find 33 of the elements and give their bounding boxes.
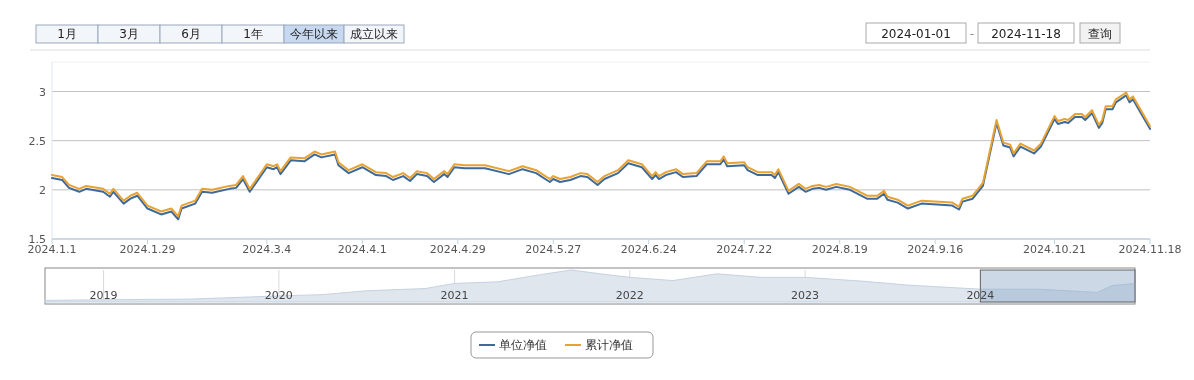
x-tick-label: 2024.1.1 (27, 243, 77, 256)
text: - (969, 27, 975, 41)
x-tick-label: 2024.1.29 (119, 243, 176, 256)
x-tick-label: 2023 (791, 289, 820, 302)
x-tick-label: 2024.8.19 (811, 243, 868, 256)
x-tick-label: 2021 (440, 289, 469, 302)
ytick: 2 (39, 183, 46, 197)
legend-label: 单位净值 (499, 338, 547, 352)
x-tick-label: 2024.4.1 (337, 243, 387, 256)
x-tick-label: 2024.3.4 (242, 243, 292, 256)
legend-label: 累计净值 (585, 338, 633, 352)
x-tick-label: 2024.6.24 (620, 243, 677, 256)
ytick: 1.5 (28, 233, 46, 246)
x-tick-label: 2024.9.16 (907, 243, 964, 256)
x-tick-label: 2024.4.29 (429, 243, 486, 256)
x-tick-label: 2024.7.22 (716, 243, 773, 256)
text: 6月 (181, 27, 201, 41)
ytick: 3 (39, 85, 46, 99)
text: 今年以来 (290, 27, 338, 41)
x-tick-label: 2020 (264, 289, 293, 302)
text: 成立以来 (350, 27, 398, 41)
text: 查询 (1088, 27, 1112, 41)
text: 2024-11-18 (991, 27, 1061, 41)
text: 3月 (119, 27, 139, 41)
x-tick-label: 2019 (89, 289, 118, 302)
text: 1年 (243, 27, 263, 41)
x-tick-label: 2024.10.21 (1023, 243, 1087, 256)
x-tick-label: 2024.5.27 (525, 243, 582, 256)
ytick: 2.5 (28, 134, 46, 148)
x-tick-label: 2024.11.18 (1118, 243, 1182, 256)
text: 2024-01-01 (881, 27, 951, 41)
x-tick-label: 2022 (615, 289, 644, 302)
text: 1月 (57, 27, 77, 41)
